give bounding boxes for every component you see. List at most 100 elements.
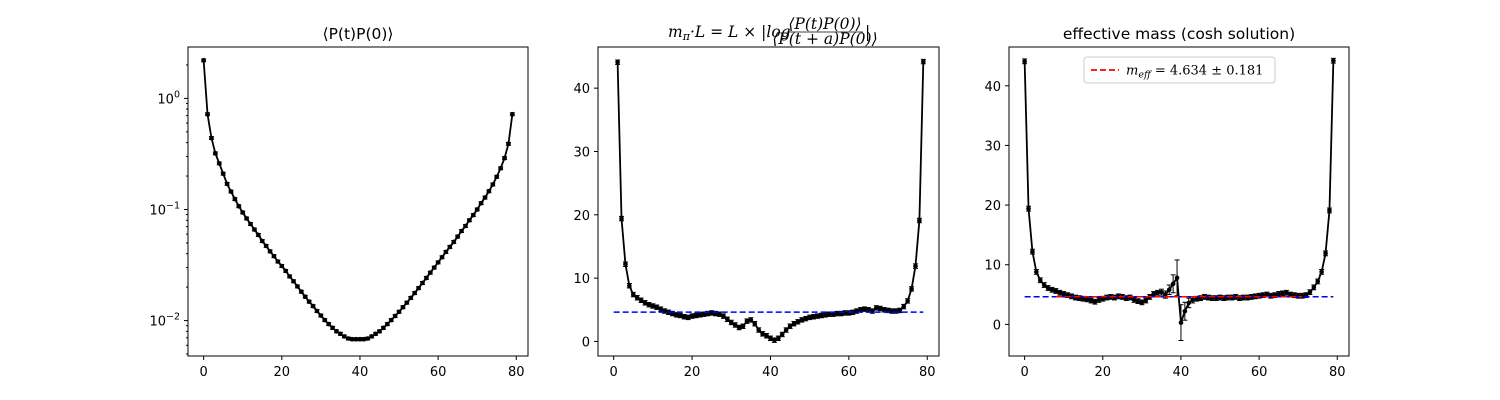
data-point xyxy=(1030,249,1035,254)
x-tick-label: 80 xyxy=(1329,365,1346,380)
data-point xyxy=(502,155,507,161)
tick-base: 10 xyxy=(149,203,166,218)
data-point xyxy=(412,290,417,296)
y-tick-label: 40 xyxy=(573,82,590,97)
data-point xyxy=(819,313,824,318)
data-point xyxy=(334,329,339,334)
data-point xyxy=(506,141,511,147)
data-point xyxy=(615,59,620,65)
data-point xyxy=(482,195,488,200)
data-point xyxy=(1159,289,1164,295)
data-point xyxy=(744,318,750,324)
data-point xyxy=(646,302,652,308)
title-part: ·L = L × |log xyxy=(690,23,791,41)
data-point xyxy=(322,317,328,323)
data-point xyxy=(447,244,453,250)
data-point xyxy=(1131,297,1137,303)
data-point xyxy=(435,260,441,265)
data-point xyxy=(420,280,425,286)
data-point xyxy=(1155,290,1160,296)
data-point xyxy=(725,316,730,322)
data-point xyxy=(373,331,378,337)
data-point xyxy=(256,232,261,238)
data-point xyxy=(228,189,234,194)
data-point xyxy=(623,261,628,267)
x-tick-label: 20 xyxy=(1095,365,1112,380)
data-point xyxy=(728,320,734,325)
data-point xyxy=(1194,296,1199,302)
data-point xyxy=(1143,298,1149,303)
plot-area xyxy=(201,58,515,342)
data-point xyxy=(474,207,480,212)
data-point xyxy=(1049,287,1055,293)
data-point xyxy=(630,292,636,297)
data-point xyxy=(1190,297,1195,303)
data-point xyxy=(244,216,249,221)
y-tick-label: 10−2 xyxy=(149,312,180,330)
data-point xyxy=(866,307,871,313)
data-point xyxy=(1092,299,1098,305)
data-point xyxy=(455,234,460,239)
data-point xyxy=(921,59,926,64)
axes-frame xyxy=(597,46,940,357)
data-point xyxy=(674,312,679,318)
x-tick-label: 20 xyxy=(274,365,291,380)
data-point xyxy=(267,249,273,254)
title-numerator: ⟨P(t)P(0)⟩ xyxy=(788,15,861,33)
data-point xyxy=(650,303,656,309)
data-point xyxy=(815,313,820,319)
data-point xyxy=(478,200,484,206)
data-point xyxy=(748,317,754,323)
data-point xyxy=(1174,275,1180,281)
data-point xyxy=(1323,251,1328,256)
data-point xyxy=(1096,297,1102,303)
data-point xyxy=(658,306,664,312)
data-point xyxy=(862,306,867,312)
data-point xyxy=(400,304,406,310)
data-point xyxy=(1022,59,1027,64)
data-point xyxy=(377,329,382,334)
data-point xyxy=(263,243,269,249)
data-point xyxy=(1319,269,1324,275)
tick-exponent: −2 xyxy=(166,312,180,323)
data-point xyxy=(205,111,210,117)
y-tick-label: 30 xyxy=(984,139,1001,154)
data-point xyxy=(627,283,632,289)
data-point xyxy=(1151,291,1156,297)
series-1 xyxy=(1022,57,1336,341)
data-point xyxy=(1288,292,1293,297)
data-point xyxy=(1139,300,1145,305)
title-part: = 4.634 ± 0.181 xyxy=(1151,64,1264,79)
data-point xyxy=(259,238,265,244)
data-point xyxy=(345,336,351,341)
data-point xyxy=(1100,296,1106,302)
title-suffix: | xyxy=(865,23,870,41)
data-point xyxy=(775,335,781,341)
data-point xyxy=(1037,277,1043,283)
data-point xyxy=(1186,300,1192,306)
data-point xyxy=(1026,206,1031,211)
data-point xyxy=(1284,290,1289,296)
y-tick-label: 10−1 xyxy=(149,200,180,218)
x-tick-label: 60 xyxy=(430,365,447,380)
data-point xyxy=(685,315,691,320)
x-tick-label: 40 xyxy=(762,365,779,380)
data-point xyxy=(803,316,809,321)
data-point xyxy=(361,336,367,342)
data-point xyxy=(736,325,742,330)
data-point xyxy=(1276,291,1281,297)
data-point xyxy=(756,327,762,333)
data-point xyxy=(310,303,316,309)
data-point xyxy=(905,298,910,304)
data-point xyxy=(654,304,660,310)
title-part: eff xyxy=(1138,70,1153,81)
data-point xyxy=(396,309,402,315)
data-point xyxy=(787,323,793,329)
x-tick-label: 80 xyxy=(508,365,525,380)
axes-frame xyxy=(1008,46,1350,357)
data-point xyxy=(306,299,312,304)
data-point xyxy=(842,310,848,316)
x-tick-label: 60 xyxy=(841,365,858,380)
data-point xyxy=(1182,308,1188,314)
